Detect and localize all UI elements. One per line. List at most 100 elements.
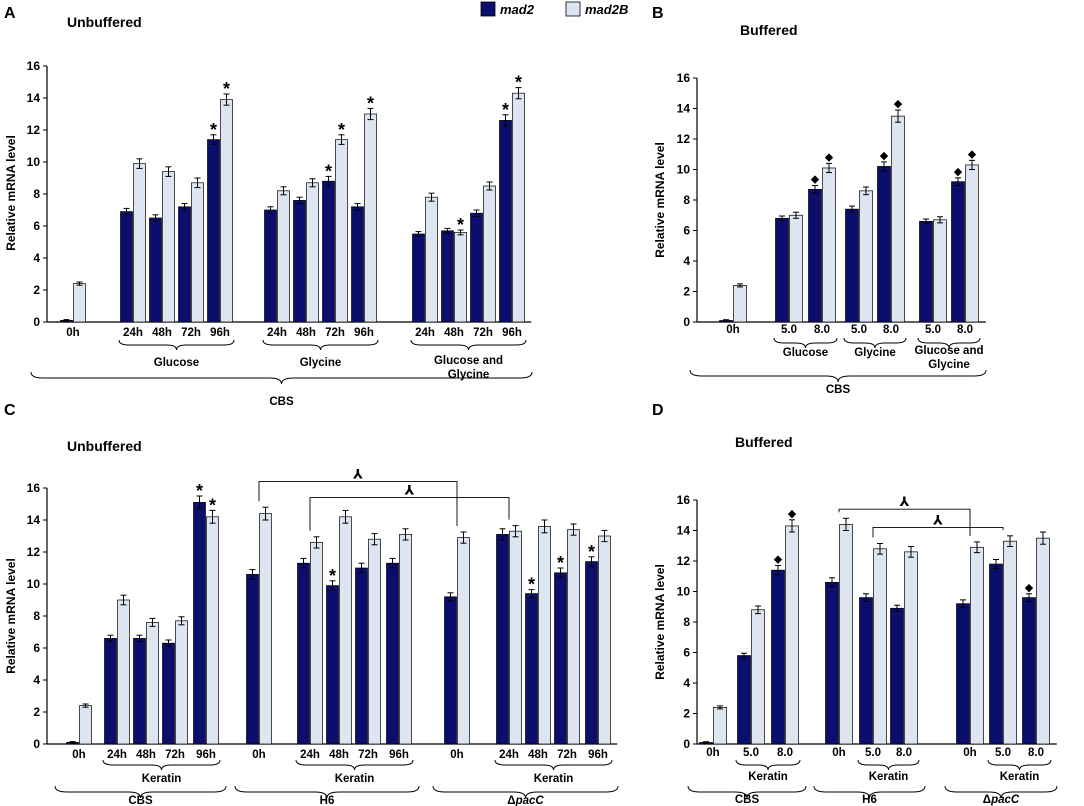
bar-mad2B bbox=[259, 513, 272, 745]
group-label: Keratin bbox=[1000, 771, 1040, 783]
group-label: Glycine bbox=[448, 369, 490, 381]
significance-star: * bbox=[196, 481, 203, 501]
bar-mad2B bbox=[191, 182, 204, 323]
group-brace bbox=[410, 339, 527, 351]
panel-label-b: B bbox=[652, 5, 664, 22]
x-tick-label: 24h bbox=[415, 327, 435, 339]
panel-title-a: Unbuffered bbox=[67, 14, 142, 30]
bar-mad2B bbox=[822, 167, 836, 323]
bar-mad2B bbox=[933, 219, 947, 323]
group-label: Keratin bbox=[142, 773, 182, 785]
x-tick-label: 0h bbox=[963, 747, 976, 759]
y-tick-label: 10 bbox=[27, 577, 41, 591]
bar-mad2B bbox=[839, 524, 853, 745]
group-brace bbox=[102, 759, 221, 771]
bar-mad2 bbox=[499, 120, 512, 323]
bar-mad2B bbox=[904, 551, 918, 745]
legend: mad2 mad2B bbox=[480, 1, 628, 17]
bar-mad2 bbox=[890, 607, 904, 745]
bar-mad2 bbox=[845, 208, 859, 323]
x-tick-label: 48h bbox=[152, 327, 172, 339]
comparison-bracket bbox=[838, 508, 971, 536]
group-label: Glucose and bbox=[914, 345, 983, 357]
significance-star: * bbox=[325, 161, 332, 181]
bar-mad2B bbox=[368, 538, 381, 745]
x-tick-label: 24h bbox=[267, 327, 287, 339]
significance-star: * bbox=[223, 79, 230, 99]
super-brace bbox=[54, 785, 227, 799]
y-tick-label: 4 bbox=[33, 673, 40, 687]
bar-mad2 bbox=[412, 233, 425, 323]
bar-mad2 bbox=[193, 502, 206, 745]
y-tick-label: 4 bbox=[683, 254, 690, 268]
comparison-marker: ⅄ bbox=[353, 467, 363, 482]
bar-mad2 bbox=[771, 569, 785, 745]
significance-diamond: ◆ bbox=[774, 554, 783, 566]
x-tick-label: 0h bbox=[832, 747, 845, 759]
bar-mad2 bbox=[989, 563, 1003, 745]
bar-mad2 bbox=[919, 221, 933, 323]
bar-mad2B bbox=[891, 115, 905, 323]
bar-mad2 bbox=[162, 642, 175, 745]
y-tick-label: 8 bbox=[683, 193, 690, 207]
comparison-marker: ⅄ bbox=[933, 512, 943, 527]
x-tick-label: 48h bbox=[329, 749, 349, 761]
bar-mad2B bbox=[1003, 540, 1017, 745]
x-tick-label: 24h bbox=[107, 749, 127, 761]
y-axis-label-a: Relative mRNA level bbox=[4, 135, 18, 251]
bar-mad2B bbox=[146, 622, 159, 745]
bar-mad2B bbox=[859, 190, 873, 323]
bar-mad2B bbox=[335, 139, 348, 323]
super-label: H6 bbox=[862, 794, 877, 806]
group-label: Glucose and bbox=[434, 355, 503, 367]
y-tick-label: 10 bbox=[677, 163, 691, 177]
panel-d-chart: 0 2 4 6 8 10 12 14 16 0h 5.0 ◆ ◆ 8.0 0h 5.0 8.0 0h 5.0 ◆ 8.0… bbox=[677, 493, 1058, 806]
y-tick-label: 8 bbox=[33, 609, 40, 623]
y-tick-label: 14 bbox=[677, 524, 691, 538]
bar-mad2 bbox=[496, 534, 509, 745]
group-brace bbox=[857, 759, 920, 771]
y-tick-label: 2 bbox=[683, 285, 690, 299]
bar-mad2B bbox=[206, 516, 219, 745]
bar-mad2B bbox=[162, 171, 175, 323]
panel-c-chart: 0 2 4 6 8 10 12 14 16 0h 24h 48h 72h * * 96h 0h 24h * 48h 72… bbox=[27, 467, 619, 806]
y-tick-label: 12 bbox=[27, 545, 41, 559]
group-brace bbox=[494, 759, 613, 771]
x-tick-label: 24h bbox=[123, 327, 143, 339]
bar-mad2B bbox=[785, 525, 799, 745]
y-tick-label: 8 bbox=[33, 187, 40, 201]
x-tick-label: 96h bbox=[389, 749, 409, 761]
y-tick-label: 12 bbox=[27, 123, 41, 137]
bar-mad2B bbox=[733, 285, 747, 323]
x-tick-label: 72h bbox=[557, 749, 577, 761]
bar-mad2 bbox=[554, 572, 567, 745]
bar-mad2 bbox=[149, 217, 162, 323]
bar-mad2 bbox=[1022, 597, 1036, 745]
y-tick-label: 16 bbox=[677, 71, 691, 85]
y-axis-label-c: Relative mRNA level bbox=[4, 558, 18, 674]
bar-mad2B bbox=[538, 526, 551, 745]
group-brace bbox=[987, 759, 1052, 771]
panel-title-d: Buffered bbox=[735, 434, 793, 450]
x-tick-label: 0h bbox=[450, 749, 463, 761]
super-brace bbox=[234, 785, 420, 799]
x-tick-label: 96h bbox=[354, 327, 374, 339]
legend-label-mad2B: mad2B bbox=[585, 2, 628, 17]
group-label: Glycine bbox=[928, 359, 970, 371]
y-tick-label: 6 bbox=[683, 646, 690, 660]
comparison-marker: ⅄ bbox=[900, 494, 910, 509]
x-tick-label: 24h bbox=[499, 749, 519, 761]
group-label: Glucose bbox=[783, 347, 828, 359]
y-axis-label-d: Relative mRNA level bbox=[653, 564, 667, 680]
panel-label-d: D bbox=[652, 402, 664, 419]
panel-a-chart: 0 2 4 6 8 10 12 14 16 0h 24h 48h 72h * * 96h 24h 48h * * 72h… bbox=[27, 59, 533, 408]
y-tick-label: 6 bbox=[683, 224, 690, 238]
bar-mad2B bbox=[175, 620, 188, 745]
bar-mad2B bbox=[713, 707, 727, 745]
bar-mad2B bbox=[306, 182, 319, 323]
x-tick-label: 48h bbox=[296, 327, 316, 339]
x-tick-label: 8.0 bbox=[777, 747, 793, 759]
bar-mad2B bbox=[310, 542, 323, 745]
x-tick-label: 0h bbox=[252, 749, 265, 761]
